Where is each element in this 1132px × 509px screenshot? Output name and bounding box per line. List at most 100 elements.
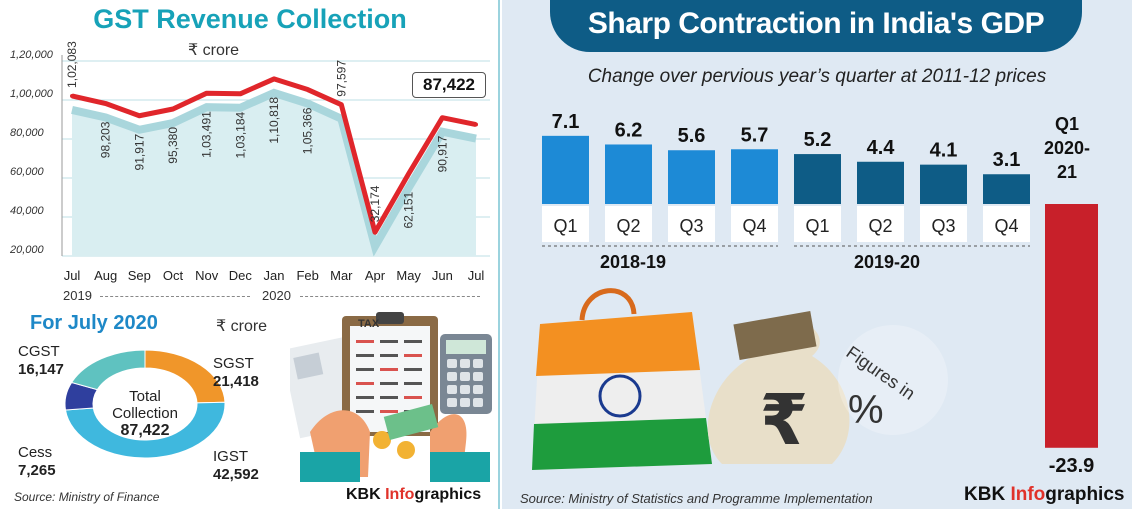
calc-key — [447, 372, 457, 381]
highlight-callout: 87,422 — [412, 72, 486, 98]
gdp-bar — [668, 150, 715, 204]
ashoka-chakra-icon — [598, 374, 642, 418]
for-july-title: For July 2020 — [30, 312, 158, 334]
gdp-bar — [731, 149, 778, 204]
year-label-2020: 2020 — [262, 288, 291, 303]
tax-sheet-label: TAX — [358, 318, 380, 330]
gst-data-label: 32,174 — [368, 185, 382, 222]
gst-data-label: 1,02,083 — [65, 41, 79, 88]
tax-line — [380, 410, 398, 413]
y-tick-label: 40,000 — [10, 205, 45, 217]
x-tick-label: Jan — [264, 268, 285, 283]
tax-line — [356, 410, 374, 413]
gst-point — [339, 102, 344, 107]
y-tick-label: 1,20,000 — [10, 49, 54, 61]
x-tick-label: Dec — [229, 268, 253, 283]
calc-key — [460, 372, 470, 381]
x-tick-label: Sep — [128, 268, 151, 283]
gst-point — [171, 107, 175, 112]
quarter-label: Q4 — [994, 216, 1018, 236]
gst-point — [373, 230, 377, 235]
calc-key — [460, 385, 470, 394]
donut-center: Total Collection 87,422 — [90, 388, 200, 439]
igst-label: IGST 42,592 — [213, 448, 259, 483]
calc-key — [473, 372, 483, 381]
quarter-label: Q2 — [616, 216, 640, 236]
year-label-2020-21: Q1 2020- 21 — [1043, 114, 1091, 182]
figures-badge — [838, 325, 948, 435]
gst-point — [103, 101, 108, 106]
quarter-box — [794, 206, 841, 242]
y-tick-label: 20,000 — [9, 244, 45, 256]
year-label-2019: 2019 — [63, 288, 92, 303]
donut-segment-cgst — [70, 349, 146, 391]
quarter-box — [731, 206, 778, 242]
gdp-subtitle: Change over pervious year’s quarter at 2… — [587, 66, 1047, 87]
gdp-value-label: -23.9 — [1049, 455, 1095, 477]
collection-donut — [64, 349, 226, 459]
gst-data-label: 95,380 — [166, 127, 180, 164]
x-tick-label: Nov — [195, 268, 219, 283]
gdp-bar — [605, 144, 652, 204]
year-divider-2019 — [100, 296, 250, 297]
gdp-brand: KBK Infographics — [964, 484, 1125, 505]
gst-point — [440, 115, 445, 120]
gst-data-label: 1,10,818 — [267, 97, 281, 144]
quarter-box — [920, 206, 967, 242]
tax-line — [356, 368, 374, 371]
gst-data-label: 1,05,366 — [301, 107, 315, 154]
calc-key — [447, 385, 457, 394]
tax-illustration — [290, 312, 492, 482]
y-tick-label: 80,000 — [10, 127, 45, 139]
tax-line — [356, 340, 374, 343]
year-label-2019-20: 2019-20 — [854, 252, 921, 272]
gdp-title: Sharp Contraction in India's GDP — [587, 7, 1045, 40]
tax-line — [380, 382, 398, 385]
gdp-bar — [920, 164, 967, 204]
year-label-2018-19: 2018-19 — [600, 252, 667, 272]
gdp-value-label: 7.1 — [552, 111, 580, 133]
quarter-label: Q3 — [679, 216, 703, 236]
rupee-icon: ₹ — [760, 379, 809, 461]
sgst-label: SGST 21,418 — [213, 355, 259, 390]
gst-brand: KBK Infographics — [346, 486, 482, 503]
gst-point — [272, 76, 276, 81]
gdp-value-label: 5.6 — [678, 125, 706, 147]
gst-point — [137, 113, 142, 118]
banknote-icon — [383, 403, 439, 441]
calc-key — [447, 398, 457, 407]
gst-point — [305, 87, 310, 92]
coin-icon — [373, 431, 391, 449]
calc-key — [473, 359, 483, 368]
quarter-box — [983, 206, 1030, 242]
x-tick-label: Jul — [64, 268, 81, 283]
calc-key — [473, 398, 483, 407]
x-tick-label: Aug — [94, 268, 117, 283]
x-tick-label: Oct — [163, 268, 184, 283]
percent-symbol: % — [848, 388, 884, 432]
tax-line — [356, 396, 374, 399]
gdp-bar-negative — [1045, 204, 1098, 448]
highlight-value: 87,422 — [423, 75, 475, 94]
gdp-value-label: 5.2 — [804, 129, 832, 151]
gdp-source: Source: Ministry of Statistics and Progr… — [520, 491, 873, 506]
gdp-panel: Sharp Contraction in India's GDP Change … — [502, 0, 1132, 509]
gst-point — [70, 93, 74, 98]
money-bag-icon — [707, 319, 850, 464]
gst-title: GST Revenue Collection — [93, 4, 407, 34]
calc-key — [473, 385, 483, 394]
y-tick-label: 1,00,000 — [10, 88, 54, 100]
gst-panel: GST Revenue Collection ₹ crore 1,02,083 9… — [0, 0, 500, 509]
tax-line — [356, 354, 374, 357]
gdp-bar — [983, 174, 1030, 204]
quarter-box — [857, 206, 904, 242]
x-tick-label: Apr — [365, 268, 386, 283]
calc-key — [460, 359, 470, 368]
gst-data-label: 97,597 — [334, 60, 348, 97]
gdp-value-label: 3.1 — [993, 149, 1021, 171]
tax-line — [380, 396, 398, 399]
gdp-value-label: 5.7 — [741, 124, 769, 146]
cgst-label: CGST 16,147 — [18, 343, 64, 378]
tax-line — [380, 368, 398, 371]
quarter-box — [605, 206, 652, 242]
